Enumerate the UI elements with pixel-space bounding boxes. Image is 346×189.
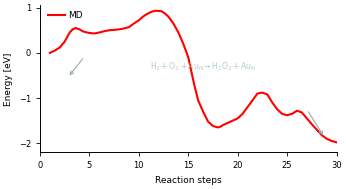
Text: $\mathrm{H_2 + O_2 + Au_N \rightarrow H_2O_2 + Au_N}$: $\mathrm{H_2 + O_2 + Au_N \rightarrow H_… [150,60,256,73]
X-axis label: Reaction steps: Reaction steps [155,176,221,185]
Legend: MD: MD [47,10,84,21]
Y-axis label: Energy [eV]: Energy [eV] [4,52,13,105]
